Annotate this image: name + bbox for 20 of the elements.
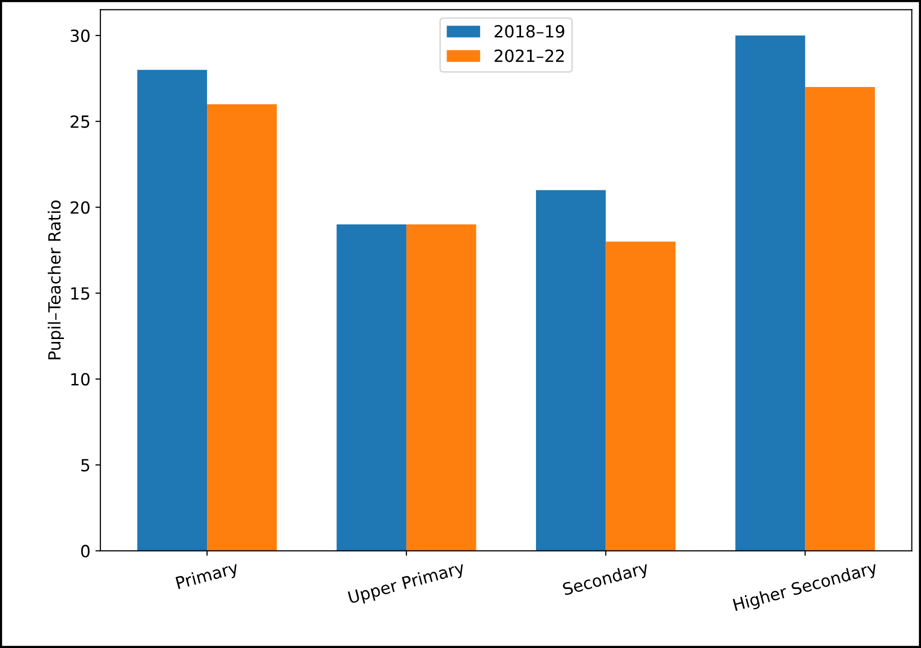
y-tick-label: 15	[71, 287, 90, 300]
legend-label: 2018–19	[494, 25, 564, 38]
bar	[606, 242, 676, 551]
bar	[536, 190, 606, 551]
bar	[805, 87, 875, 551]
y-tick-label: 5	[81, 459, 90, 472]
bar	[735, 35, 806, 551]
x-tick-label: Primary	[175, 560, 240, 592]
y-tick-label: 10	[71, 372, 90, 386]
y-tick-label: 25	[70, 115, 90, 128]
bar	[137, 70, 208, 551]
y-tick-label: 20	[70, 201, 90, 214]
x-tick-label: Upper Primary	[348, 560, 466, 607]
bar	[336, 224, 406, 551]
legend-label: 2021–22	[494, 49, 564, 62]
y-axis-title: Pupil–Teacher Ratio	[48, 200, 64, 360]
y-tick-label: 0	[81, 544, 90, 558]
y-tick-label: 30	[70, 29, 90, 42]
bar	[406, 224, 476, 551]
bar	[207, 104, 277, 551]
